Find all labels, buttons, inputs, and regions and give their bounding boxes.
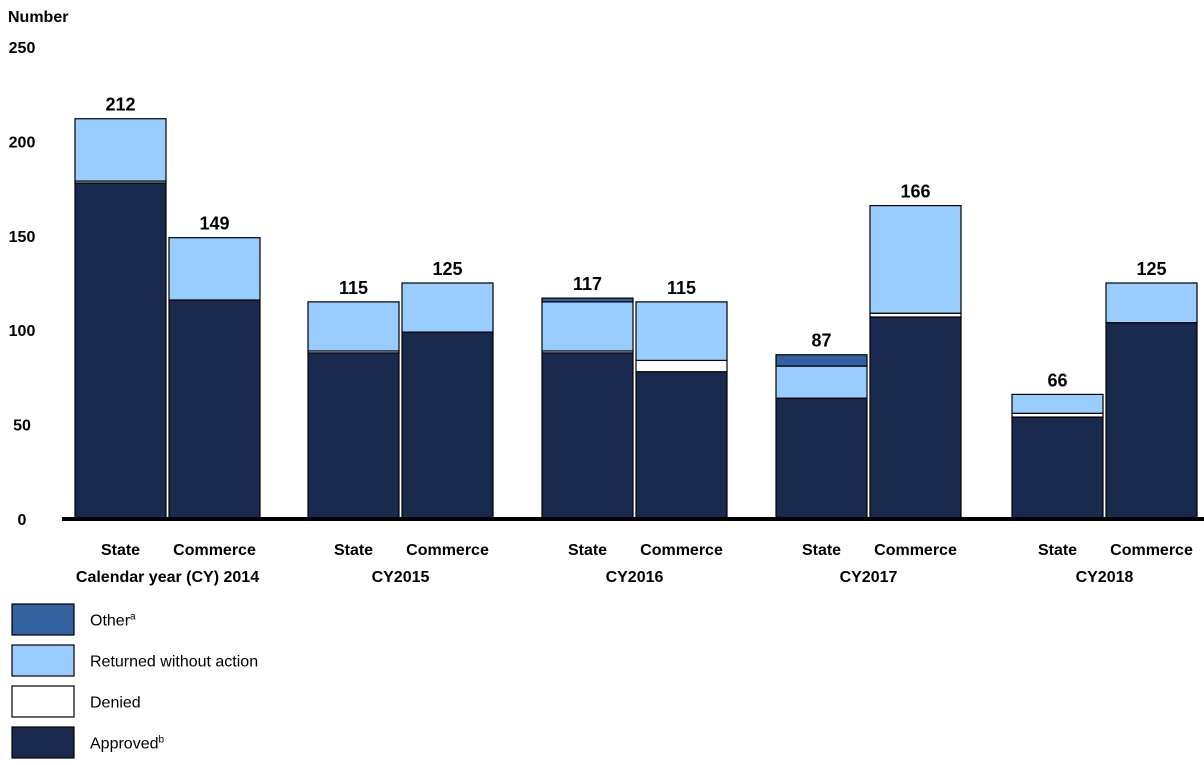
y-tick-label: 50 [13, 418, 31, 435]
bar-segment-approved [775, 397, 868, 520]
bar-total-label: 115 [667, 278, 696, 298]
bar-segment-returned-without-action [1011, 393, 1104, 414]
bar-category-label: State [334, 542, 373, 559]
y-tick-label: 150 [9, 229, 36, 246]
bar-total-label: 166 [900, 182, 930, 202]
legend-swatch-other [11, 603, 75, 636]
group-label: CY2018 [1076, 569, 1134, 586]
bar-segment-denied [635, 359, 728, 373]
bar-category-label: Commerce [1110, 542, 1193, 559]
bar-segment-approved [401, 331, 494, 520]
bar-total-label: 125 [432, 259, 462, 279]
legend-swatch-denied [11, 685, 75, 718]
bar-segment-returned-without-action [1105, 282, 1198, 324]
group-label: CY2016 [606, 569, 664, 586]
legend-label-other: Othera [90, 612, 136, 630]
bar-category-label: State [101, 542, 140, 559]
legend-label-denied: Denied [90, 695, 141, 712]
legend-label-approved: Approvedb [90, 735, 165, 753]
y-axis-title: Number [8, 9, 68, 26]
bar-segment-approved [1105, 322, 1198, 520]
bar-segment-approved [168, 299, 261, 520]
y-tick-label: 200 [9, 134, 36, 151]
bar-category-label: State [568, 542, 607, 559]
bar-total-label: 115 [339, 278, 368, 298]
legend-footnote-marker: b [159, 735, 165, 746]
group-label: CY2015 [372, 569, 430, 586]
bar-total-label: 212 [105, 95, 135, 115]
group-label: CY2017 [840, 569, 898, 586]
bar-segment-approved [541, 352, 634, 520]
group-label: Calendar year (CY) 2014 [76, 569, 259, 586]
bar-category-label: State [1038, 542, 1077, 559]
bar-total-label: 117 [573, 274, 602, 294]
legend-swatch-approved [11, 726, 75, 759]
bar-segment-returned-without-action [869, 204, 962, 314]
y-tick-label: 250 [9, 40, 36, 57]
bar-segment-returned-without-action [401, 282, 494, 333]
bar-total-label: 125 [1136, 259, 1166, 279]
bar-segment-approved [635, 371, 728, 520]
bar-category-label: Commerce [406, 542, 489, 559]
bar-segment-approved [307, 352, 400, 520]
bar-segment-returned-without-action [541, 301, 634, 352]
bar-total-label: 66 [1047, 370, 1067, 390]
bar-segment-returned-without-action [775, 365, 868, 399]
bar-segment-approved [869, 316, 962, 520]
y-tick-label: 100 [9, 323, 36, 340]
legend-footnote-marker: a [130, 612, 136, 623]
bar-category-label: State [802, 542, 841, 559]
legend-swatch-returned-without-action [11, 644, 75, 677]
y-tick-label: 0 [18, 512, 27, 529]
bar-category-label: Commerce [874, 542, 957, 559]
bar-segment-other [541, 297, 634, 303]
bar-category-label: Commerce [173, 542, 256, 559]
bar-total-label: 149 [199, 214, 229, 234]
legend-label-returned-without-action: Returned without action [90, 654, 258, 671]
bar-segment-approved [74, 182, 167, 520]
bar-category-label: Commerce [640, 542, 723, 559]
bar-total-label: 87 [811, 331, 831, 351]
bar-segment-returned-without-action [307, 301, 400, 352]
bar-segment-returned-without-action [635, 301, 728, 362]
bar-segment-approved [1011, 416, 1104, 520]
bar-segment-other [775, 354, 868, 367]
bar-segment-returned-without-action [168, 237, 261, 301]
bar-segment-returned-without-action [74, 118, 167, 182]
